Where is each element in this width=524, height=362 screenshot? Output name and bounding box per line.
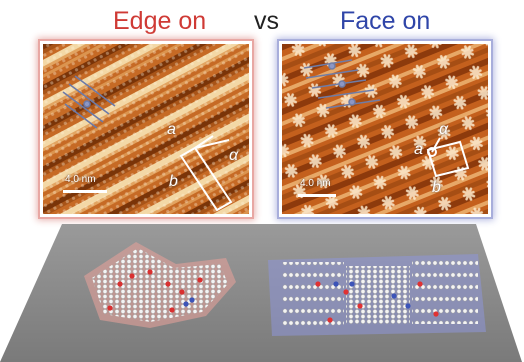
label-alpha: α	[439, 121, 449, 138]
scale-label: 4.0 nm	[65, 174, 96, 185]
label-b: b	[169, 173, 178, 190]
unit-cell-icon	[426, 137, 470, 178]
unit-cell-icon	[179, 135, 233, 212]
scale-bar	[63, 190, 107, 193]
face-on-molecule-model	[268, 254, 486, 336]
label-b: b	[432, 179, 441, 196]
scale-bar	[298, 194, 336, 197]
substrate-model-illustration	[0, 224, 522, 362]
label-a: a	[414, 141, 423, 158]
label-alpha: α	[229, 147, 239, 164]
scale-label: 4.0 nm	[300, 178, 331, 189]
label-a: a	[167, 121, 176, 138]
molecule-overlay-icon	[303, 59, 381, 109]
title-vs: vs	[254, 7, 279, 35]
stm-image-edge-on	[43, 44, 249, 214]
title-face-on: Face on	[340, 7, 431, 35]
molecule-overlay-icon	[62, 75, 116, 129]
edge-on-molecule-model	[84, 242, 236, 328]
stm-image-face-on	[282, 44, 488, 214]
title-edge-on: Edge on	[113, 7, 207, 35]
stm-panel-face-on: α a b 4.0 nm	[279, 41, 491, 217]
stm-panel-edge-on: a α b 4.0 nm	[40, 41, 252, 217]
